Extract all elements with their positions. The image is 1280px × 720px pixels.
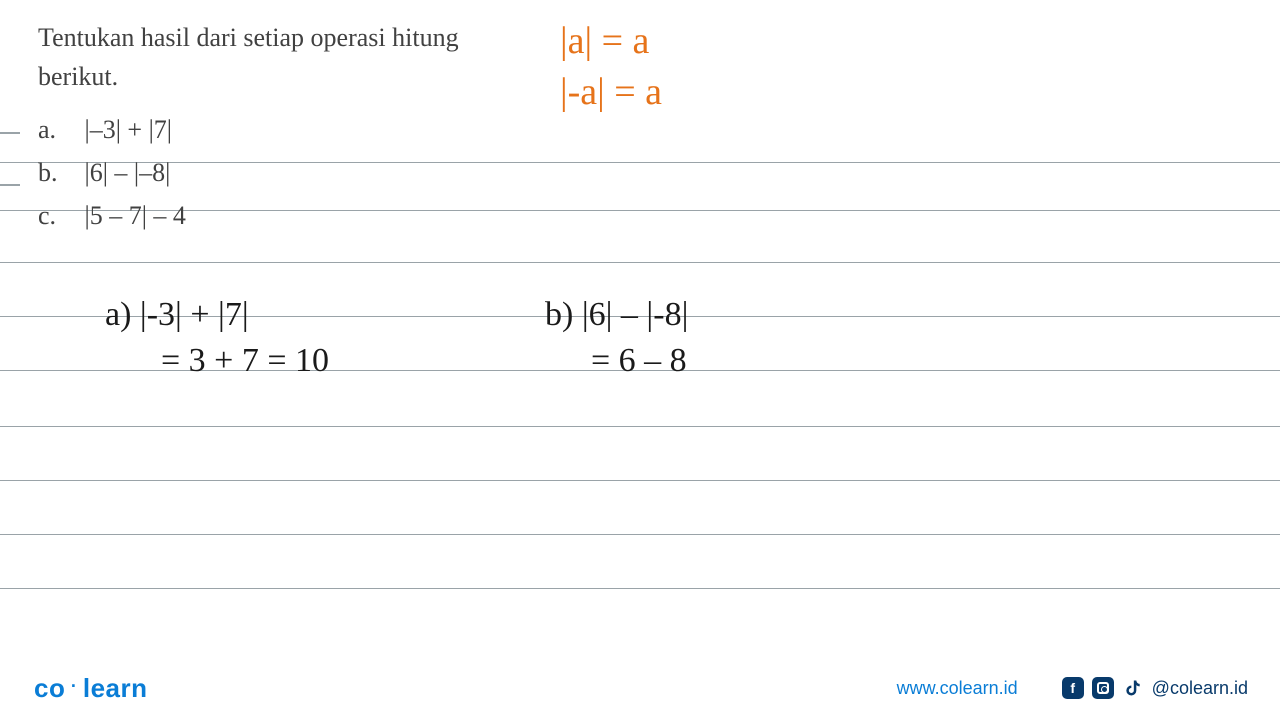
item-expression: |6| – |–8|: [85, 158, 171, 187]
solution-b-expression: b) |6| – |-8|: [545, 292, 688, 338]
question-item-a: a. |–3| + |7|: [38, 110, 459, 149]
website-url: www.colearn.id: [897, 678, 1018, 699]
absolute-value-rules: |a| = a |-a| = a: [560, 16, 662, 119]
tiktok-icon: [1122, 677, 1144, 699]
question-title-line2: berikut.: [38, 57, 459, 96]
solution-a: a) |-3| + |7| = 3 + 7 = 10: [105, 292, 329, 384]
question-list: a. |–3| + |7| b. |6| – |–8| c. |5 – 7| –…: [38, 110, 459, 235]
whiteboard-page: Tentukan hasil dari setiap operasi hitun…: [0, 0, 1280, 720]
question-block: Tentukan hasil dari setiap operasi hitun…: [38, 18, 459, 235]
question-item-c: c. |5 – 7| – 4: [38, 196, 459, 235]
question-title-line1: Tentukan hasil dari setiap operasi hitun…: [38, 18, 459, 57]
item-label: a.: [38, 110, 78, 149]
item-label: c.: [38, 196, 78, 235]
logo-part-learn: learn: [83, 673, 148, 703]
solution-b: b) |6| – |-8| = 6 – 8: [545, 292, 688, 384]
colearn-logo: co · learn: [34, 673, 148, 704]
item-expression: |5 – 7| – 4: [85, 201, 186, 230]
solution-a-expression: a) |-3| + |7|: [105, 292, 329, 338]
item-expression: |–3| + |7|: [85, 115, 172, 144]
question-item-b: b. |6| – |–8|: [38, 153, 459, 192]
logo-part-co: co: [34, 673, 65, 703]
item-label: b.: [38, 153, 78, 192]
social-icons: f @colearn.id: [1062, 677, 1248, 699]
instagram-icon: [1092, 677, 1114, 699]
facebook-icon: f: [1062, 677, 1084, 699]
social-handle: @colearn.id: [1152, 678, 1248, 699]
solution-a-result: = 3 + 7 = 10: [161, 338, 329, 384]
rule-line-2: |-a| = a: [560, 67, 662, 118]
footer-bar: co · learn www.colearn.id f @colearn.id: [0, 670, 1280, 706]
logo-dot: ·: [65, 676, 83, 696]
footer-right: www.colearn.id f @colearn.id: [897, 677, 1248, 699]
rule-line-1: |a| = a: [560, 16, 662, 67]
solution-b-result: = 6 – 8: [591, 338, 688, 384]
